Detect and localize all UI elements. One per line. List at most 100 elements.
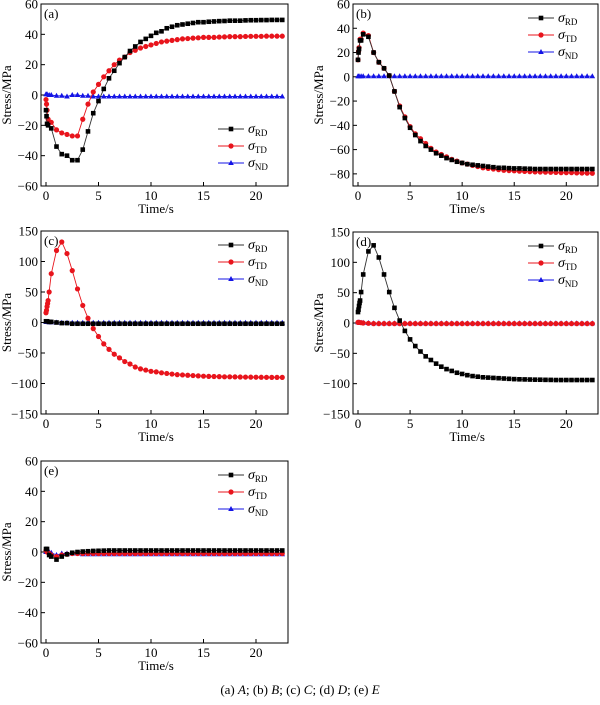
y-axis-title: Stress/MPa xyxy=(0,65,14,124)
data-point xyxy=(501,321,507,327)
y-tick-label: −60 xyxy=(18,636,38,651)
data-point xyxy=(274,374,280,380)
y-tick-label: 60 xyxy=(337,0,350,12)
data-point xyxy=(439,153,444,158)
data-point xyxy=(85,548,91,554)
plot-area xyxy=(355,243,596,383)
data-point xyxy=(370,73,377,79)
data-point xyxy=(402,321,408,327)
data-point xyxy=(279,17,285,23)
data-point xyxy=(153,548,159,553)
data-point xyxy=(386,289,392,295)
data-point xyxy=(459,160,465,166)
data-point xyxy=(469,321,476,327)
panel-label: (e) xyxy=(44,463,58,478)
data-point xyxy=(101,548,107,553)
data-point xyxy=(506,165,512,171)
panel-label: (a) xyxy=(44,6,58,21)
data-point xyxy=(543,166,548,172)
data-point xyxy=(402,73,408,79)
data-point xyxy=(232,548,238,553)
data-point xyxy=(491,375,496,381)
data-point xyxy=(195,19,201,25)
data-point xyxy=(548,166,553,172)
data-point xyxy=(216,321,222,327)
series-rd xyxy=(43,17,285,163)
data-point xyxy=(106,321,112,327)
y-tick-label: −20 xyxy=(18,118,38,133)
data-point xyxy=(80,549,86,554)
data-point xyxy=(475,163,481,168)
data-point xyxy=(381,66,387,71)
data-point xyxy=(558,170,564,176)
y-tick-label: 0 xyxy=(32,545,39,560)
data-point xyxy=(469,73,476,79)
data-point xyxy=(58,92,65,98)
legend-marker xyxy=(228,506,234,511)
data-point xyxy=(159,321,164,327)
x-axis-title: Time/s xyxy=(138,429,174,444)
data-point xyxy=(90,93,97,99)
data-point xyxy=(174,22,180,28)
data-point xyxy=(355,309,361,315)
data-point xyxy=(169,24,175,30)
data-point xyxy=(253,548,259,553)
data-point xyxy=(569,166,574,172)
x-tick-label: 10 xyxy=(456,416,469,431)
data-point xyxy=(85,101,91,107)
series-td xyxy=(43,239,285,380)
panel-a: 0 5 10 15 20 −60 −40 −20 0 20 40 60 Time/s Stress/MPa… xyxy=(0,0,289,216)
panel-label: (d) xyxy=(356,234,371,249)
data-point xyxy=(357,298,363,303)
y-tick-label: 20 xyxy=(25,514,38,529)
data-point xyxy=(117,60,122,66)
data-point xyxy=(360,272,366,277)
data-point xyxy=(111,548,117,553)
data-point xyxy=(269,548,275,553)
data-point xyxy=(360,320,366,326)
data-point xyxy=(376,73,382,79)
x-tick-label: 20 xyxy=(250,416,263,431)
data-point xyxy=(553,73,559,79)
x-tick-label: 5 xyxy=(407,188,414,203)
data-point xyxy=(111,321,117,327)
data-point xyxy=(433,361,439,366)
data-point xyxy=(75,157,80,163)
data-point xyxy=(568,170,575,176)
data-point xyxy=(227,374,233,380)
series-rd xyxy=(355,243,595,383)
data-point xyxy=(80,302,86,309)
data-point xyxy=(59,239,65,245)
data-point xyxy=(48,319,54,325)
data-point xyxy=(417,321,424,327)
data-point xyxy=(568,321,575,327)
data-point xyxy=(264,17,269,23)
data-point xyxy=(274,548,280,553)
x-tick-label: 15 xyxy=(508,416,521,431)
data-point xyxy=(454,321,460,327)
data-point xyxy=(90,548,96,554)
x-tick-label: 10 xyxy=(145,416,158,431)
x-tick-label: 5 xyxy=(95,416,102,431)
data-point xyxy=(517,376,522,382)
legend-marker xyxy=(228,242,234,248)
data-point xyxy=(153,30,159,36)
data-point xyxy=(185,321,191,327)
y-tick-label: 50 xyxy=(337,285,350,300)
series-line xyxy=(45,19,283,161)
data-point xyxy=(279,548,285,553)
data-point xyxy=(69,550,75,556)
x-tick-label: 0 xyxy=(43,188,50,203)
data-point xyxy=(480,321,486,327)
legend-marker xyxy=(228,143,234,149)
data-point xyxy=(589,321,595,327)
data-point xyxy=(392,305,397,311)
y-tick-label: 0 xyxy=(32,315,39,330)
y-tick-label: −60 xyxy=(330,142,350,157)
data-point xyxy=(127,321,133,327)
data-point xyxy=(511,321,517,327)
data-point xyxy=(148,93,154,99)
